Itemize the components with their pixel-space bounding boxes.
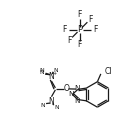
Text: F: F (62, 25, 67, 34)
Text: F: F (78, 41, 82, 49)
Text: Cl: Cl (105, 67, 112, 76)
Text: N: N (40, 68, 44, 73)
Text: N: N (49, 97, 54, 106)
Text: N: N (40, 103, 45, 108)
Text: N: N (39, 70, 44, 75)
Text: N: N (53, 68, 58, 73)
Text: N: N (75, 85, 80, 91)
Text: F: F (88, 15, 93, 24)
Text: P: P (77, 25, 82, 34)
Text: N: N (54, 105, 59, 110)
Text: F: F (67, 36, 71, 45)
Text: F: F (78, 10, 82, 19)
Text: O: O (63, 84, 69, 93)
Text: +: + (53, 71, 57, 76)
Text: F: F (93, 25, 97, 34)
Text: N: N (68, 91, 74, 97)
Text: N: N (49, 72, 54, 81)
Text: N: N (75, 98, 80, 104)
